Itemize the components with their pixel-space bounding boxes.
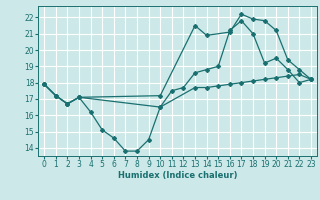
X-axis label: Humidex (Indice chaleur): Humidex (Indice chaleur): [118, 171, 237, 180]
